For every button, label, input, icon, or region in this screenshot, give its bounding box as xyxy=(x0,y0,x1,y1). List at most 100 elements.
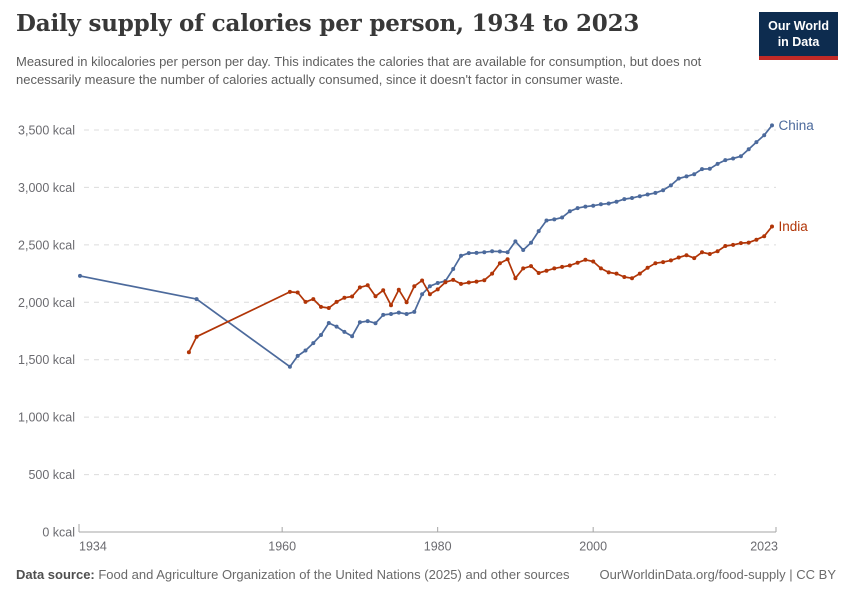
india-series-point[interactable] xyxy=(319,304,323,309)
india-series-point[interactable] xyxy=(490,271,495,276)
china-series-point[interactable] xyxy=(365,319,370,324)
india-series-point[interactable] xyxy=(684,253,689,258)
india-series-point[interactable] xyxy=(186,350,191,355)
china-series-point[interactable] xyxy=(490,249,495,254)
china-series-point[interactable] xyxy=(334,324,339,329)
china-series-point[interactable] xyxy=(350,334,355,339)
china-series-point[interactable] xyxy=(653,190,658,195)
china-series-point[interactable] xyxy=(614,199,619,204)
china-series-point[interactable] xyxy=(684,174,689,179)
china-series-point[interactable] xyxy=(707,166,712,171)
china-series-point[interactable] xyxy=(319,333,323,337)
india-series-point[interactable] xyxy=(365,283,370,288)
india-series-point[interactable] xyxy=(326,306,331,310)
china-series-point[interactable] xyxy=(412,309,417,314)
india-series-point[interactable] xyxy=(287,289,292,294)
china-series-point[interactable] xyxy=(754,140,759,145)
china-series-point[interactable] xyxy=(521,248,526,252)
china-series-point[interactable] xyxy=(715,161,720,166)
china-series-point[interactable] xyxy=(536,229,541,234)
india-series-point[interactable] xyxy=(497,261,502,266)
china-series-point[interactable] xyxy=(194,297,199,302)
india-series-point[interactable] xyxy=(459,281,463,286)
china-series-point[interactable] xyxy=(731,156,736,161)
china-series-point[interactable] xyxy=(552,217,557,222)
india-series-point[interactable] xyxy=(560,264,565,269)
china-series-point[interactable] xyxy=(770,123,774,128)
india-series-point[interactable] xyxy=(466,280,471,285)
india-series-point[interactable] xyxy=(567,263,572,268)
china-series-point[interactable] xyxy=(303,348,308,353)
india-series-point[interactable] xyxy=(731,242,736,247)
india-series-point[interactable] xyxy=(707,252,712,256)
india-series-point[interactable] xyxy=(529,264,533,269)
india-series-point[interactable] xyxy=(482,278,487,283)
india-series-label[interactable]: India xyxy=(779,219,809,234)
india-series-point[interactable] xyxy=(357,285,362,290)
china-series-point[interactable] xyxy=(78,273,82,278)
china-series-point[interactable] xyxy=(466,251,471,256)
india-series-point[interactable] xyxy=(692,256,697,261)
china-series-point[interactable] xyxy=(404,312,409,316)
china-series-point[interactable] xyxy=(622,197,627,202)
china-series-point[interactable] xyxy=(357,320,362,325)
license-link[interactable]: OurWorldinData.org/food-supply | CC BY xyxy=(599,567,836,582)
india-series-point[interactable] xyxy=(194,334,199,339)
india-series-point[interactable] xyxy=(544,268,549,273)
india-series-point[interactable] xyxy=(754,237,759,242)
india-series-point[interactable] xyxy=(389,303,393,308)
india-series-point[interactable] xyxy=(412,284,417,289)
china-series-point[interactable] xyxy=(645,192,650,197)
india-series-point[interactable] xyxy=(668,258,673,263)
india-series-point[interactable] xyxy=(575,260,580,265)
india-series-point[interactable] xyxy=(536,271,541,275)
india-series-point[interactable] xyxy=(746,240,751,245)
india-series-point[interactable] xyxy=(715,249,720,254)
india-series-point[interactable] xyxy=(303,299,308,304)
china-series-point[interactable] xyxy=(295,353,300,358)
india-series-point[interactable] xyxy=(661,260,666,265)
india-series-point[interactable] xyxy=(295,290,300,295)
china-series-line[interactable] xyxy=(79,124,773,368)
china-series-point[interactable] xyxy=(435,281,440,285)
china-series-point[interactable] xyxy=(762,133,767,138)
china-series-point[interactable] xyxy=(451,267,456,271)
india-series-point[interactable] xyxy=(404,300,409,305)
india-series-point[interactable] xyxy=(598,266,603,271)
china-series-point[interactable] xyxy=(591,203,596,208)
india-series-point[interactable] xyxy=(311,297,316,302)
india-series-point[interactable] xyxy=(334,299,339,304)
china-series-point[interactable] xyxy=(482,250,487,255)
china-series-point[interactable] xyxy=(700,167,704,172)
india-series-point[interactable] xyxy=(676,255,681,260)
india-series-point[interactable] xyxy=(513,276,518,281)
china-series-point[interactable] xyxy=(474,250,479,255)
china-series-point[interactable] xyxy=(738,154,743,159)
china-series-point[interactable] xyxy=(560,215,565,220)
india-series-point[interactable] xyxy=(521,266,526,271)
india-series-point[interactable] xyxy=(723,244,728,248)
china-series-point[interactable] xyxy=(676,176,681,181)
china-series-point[interactable] xyxy=(668,183,673,188)
india-series-point[interactable] xyxy=(606,270,611,275)
china-series-point[interactable] xyxy=(692,172,697,177)
china-series-point[interactable] xyxy=(326,321,331,325)
india-series-point[interactable] xyxy=(552,266,557,271)
india-series-point[interactable] xyxy=(614,271,619,276)
india-series-point[interactable] xyxy=(350,294,355,299)
china-series-point[interactable] xyxy=(420,292,425,297)
china-series-point[interactable] xyxy=(567,209,572,214)
china-series-label[interactable]: China xyxy=(779,118,815,133)
india-series-point[interactable] xyxy=(451,277,456,282)
india-series-point[interactable] xyxy=(653,261,658,266)
india-series-point[interactable] xyxy=(630,276,634,281)
china-series-point[interactable] xyxy=(373,321,378,326)
india-series-point[interactable] xyxy=(373,294,378,299)
china-series-point[interactable] xyxy=(396,310,401,315)
india-series-point[interactable] xyxy=(427,292,432,297)
owid-logo[interactable]: Our World in Data xyxy=(759,12,838,60)
india-series-point[interactable] xyxy=(583,257,588,262)
china-series-point[interactable] xyxy=(389,312,393,316)
india-series-point[interactable] xyxy=(420,278,425,283)
china-series-point[interactable] xyxy=(311,341,316,346)
